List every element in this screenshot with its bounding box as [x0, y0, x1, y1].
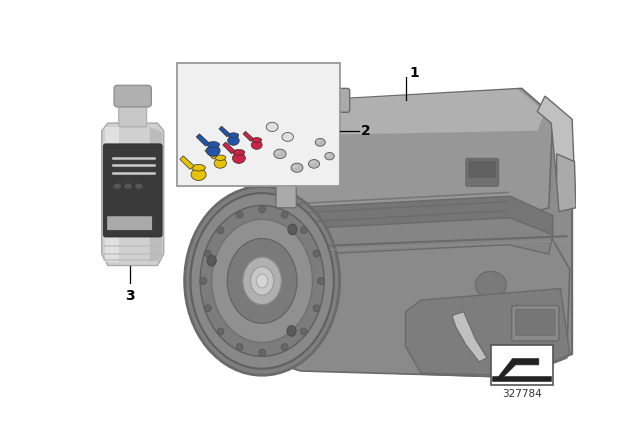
- Text: 2: 2: [360, 124, 371, 138]
- Ellipse shape: [207, 145, 220, 156]
- Ellipse shape: [124, 184, 132, 189]
- Ellipse shape: [191, 168, 206, 181]
- Ellipse shape: [288, 224, 297, 235]
- Ellipse shape: [266, 122, 278, 132]
- Polygon shape: [102, 123, 164, 266]
- Ellipse shape: [233, 150, 244, 155]
- Ellipse shape: [192, 164, 205, 171]
- Polygon shape: [243, 131, 253, 141]
- Text: 327784: 327784: [502, 389, 541, 400]
- FancyBboxPatch shape: [466, 159, 499, 186]
- Polygon shape: [235, 237, 570, 377]
- Ellipse shape: [236, 211, 243, 218]
- Ellipse shape: [207, 142, 220, 148]
- Ellipse shape: [207, 255, 216, 266]
- Ellipse shape: [204, 250, 211, 257]
- Ellipse shape: [310, 161, 315, 164]
- Ellipse shape: [325, 152, 334, 160]
- Ellipse shape: [214, 155, 226, 160]
- Text: 3: 3: [125, 289, 135, 302]
- Ellipse shape: [316, 140, 321, 142]
- FancyBboxPatch shape: [119, 98, 147, 127]
- Ellipse shape: [316, 138, 325, 146]
- FancyBboxPatch shape: [276, 181, 296, 208]
- Polygon shape: [452, 312, 487, 362]
- Ellipse shape: [326, 154, 330, 156]
- Polygon shape: [252, 218, 553, 255]
- FancyBboxPatch shape: [516, 310, 555, 336]
- Ellipse shape: [135, 184, 143, 189]
- FancyBboxPatch shape: [107, 216, 152, 230]
- Ellipse shape: [268, 124, 273, 127]
- Ellipse shape: [217, 328, 224, 335]
- Ellipse shape: [212, 220, 312, 343]
- Ellipse shape: [313, 250, 320, 257]
- Text: 1: 1: [410, 66, 419, 80]
- Ellipse shape: [217, 227, 224, 234]
- FancyBboxPatch shape: [114, 85, 151, 107]
- Ellipse shape: [282, 133, 293, 141]
- Ellipse shape: [232, 153, 245, 164]
- Ellipse shape: [292, 165, 298, 168]
- Polygon shape: [150, 127, 162, 262]
- Ellipse shape: [204, 305, 211, 312]
- Ellipse shape: [317, 277, 324, 284]
- Ellipse shape: [228, 136, 239, 145]
- Ellipse shape: [236, 344, 243, 350]
- Ellipse shape: [281, 344, 288, 350]
- Ellipse shape: [250, 267, 274, 295]
- Polygon shape: [219, 126, 230, 137]
- Polygon shape: [180, 156, 195, 169]
- Polygon shape: [557, 154, 576, 211]
- Ellipse shape: [184, 186, 340, 375]
- Polygon shape: [285, 88, 553, 223]
- Ellipse shape: [287, 326, 296, 336]
- Ellipse shape: [256, 274, 268, 288]
- FancyBboxPatch shape: [468, 161, 496, 178]
- Ellipse shape: [284, 134, 289, 137]
- Ellipse shape: [200, 277, 207, 284]
- Polygon shape: [223, 142, 235, 154]
- Ellipse shape: [275, 151, 280, 154]
- Ellipse shape: [291, 163, 303, 172]
- Ellipse shape: [191, 193, 334, 369]
- Polygon shape: [497, 359, 539, 379]
- Polygon shape: [205, 148, 217, 159]
- Polygon shape: [537, 96, 575, 181]
- Bar: [491, 345, 553, 385]
- FancyBboxPatch shape: [511, 306, 559, 341]
- Polygon shape: [196, 134, 209, 146]
- Ellipse shape: [476, 271, 506, 298]
- Polygon shape: [231, 116, 572, 377]
- Polygon shape: [254, 196, 553, 235]
- Polygon shape: [105, 127, 119, 262]
- Ellipse shape: [281, 211, 288, 218]
- Ellipse shape: [300, 227, 307, 234]
- Ellipse shape: [308, 159, 319, 168]
- Ellipse shape: [274, 149, 286, 159]
- Ellipse shape: [259, 206, 266, 213]
- FancyBboxPatch shape: [103, 144, 162, 237]
- Bar: [177, 63, 340, 186]
- Ellipse shape: [259, 349, 266, 356]
- FancyBboxPatch shape: [318, 88, 349, 112]
- Ellipse shape: [252, 138, 262, 142]
- Polygon shape: [406, 289, 570, 375]
- Ellipse shape: [214, 158, 227, 168]
- Ellipse shape: [228, 133, 239, 138]
- Ellipse shape: [227, 238, 297, 323]
- Ellipse shape: [313, 305, 320, 312]
- Ellipse shape: [300, 328, 307, 335]
- Ellipse shape: [200, 206, 324, 356]
- Polygon shape: [293, 89, 545, 134]
- Ellipse shape: [243, 257, 282, 305]
- Ellipse shape: [113, 184, 121, 189]
- Ellipse shape: [252, 141, 262, 149]
